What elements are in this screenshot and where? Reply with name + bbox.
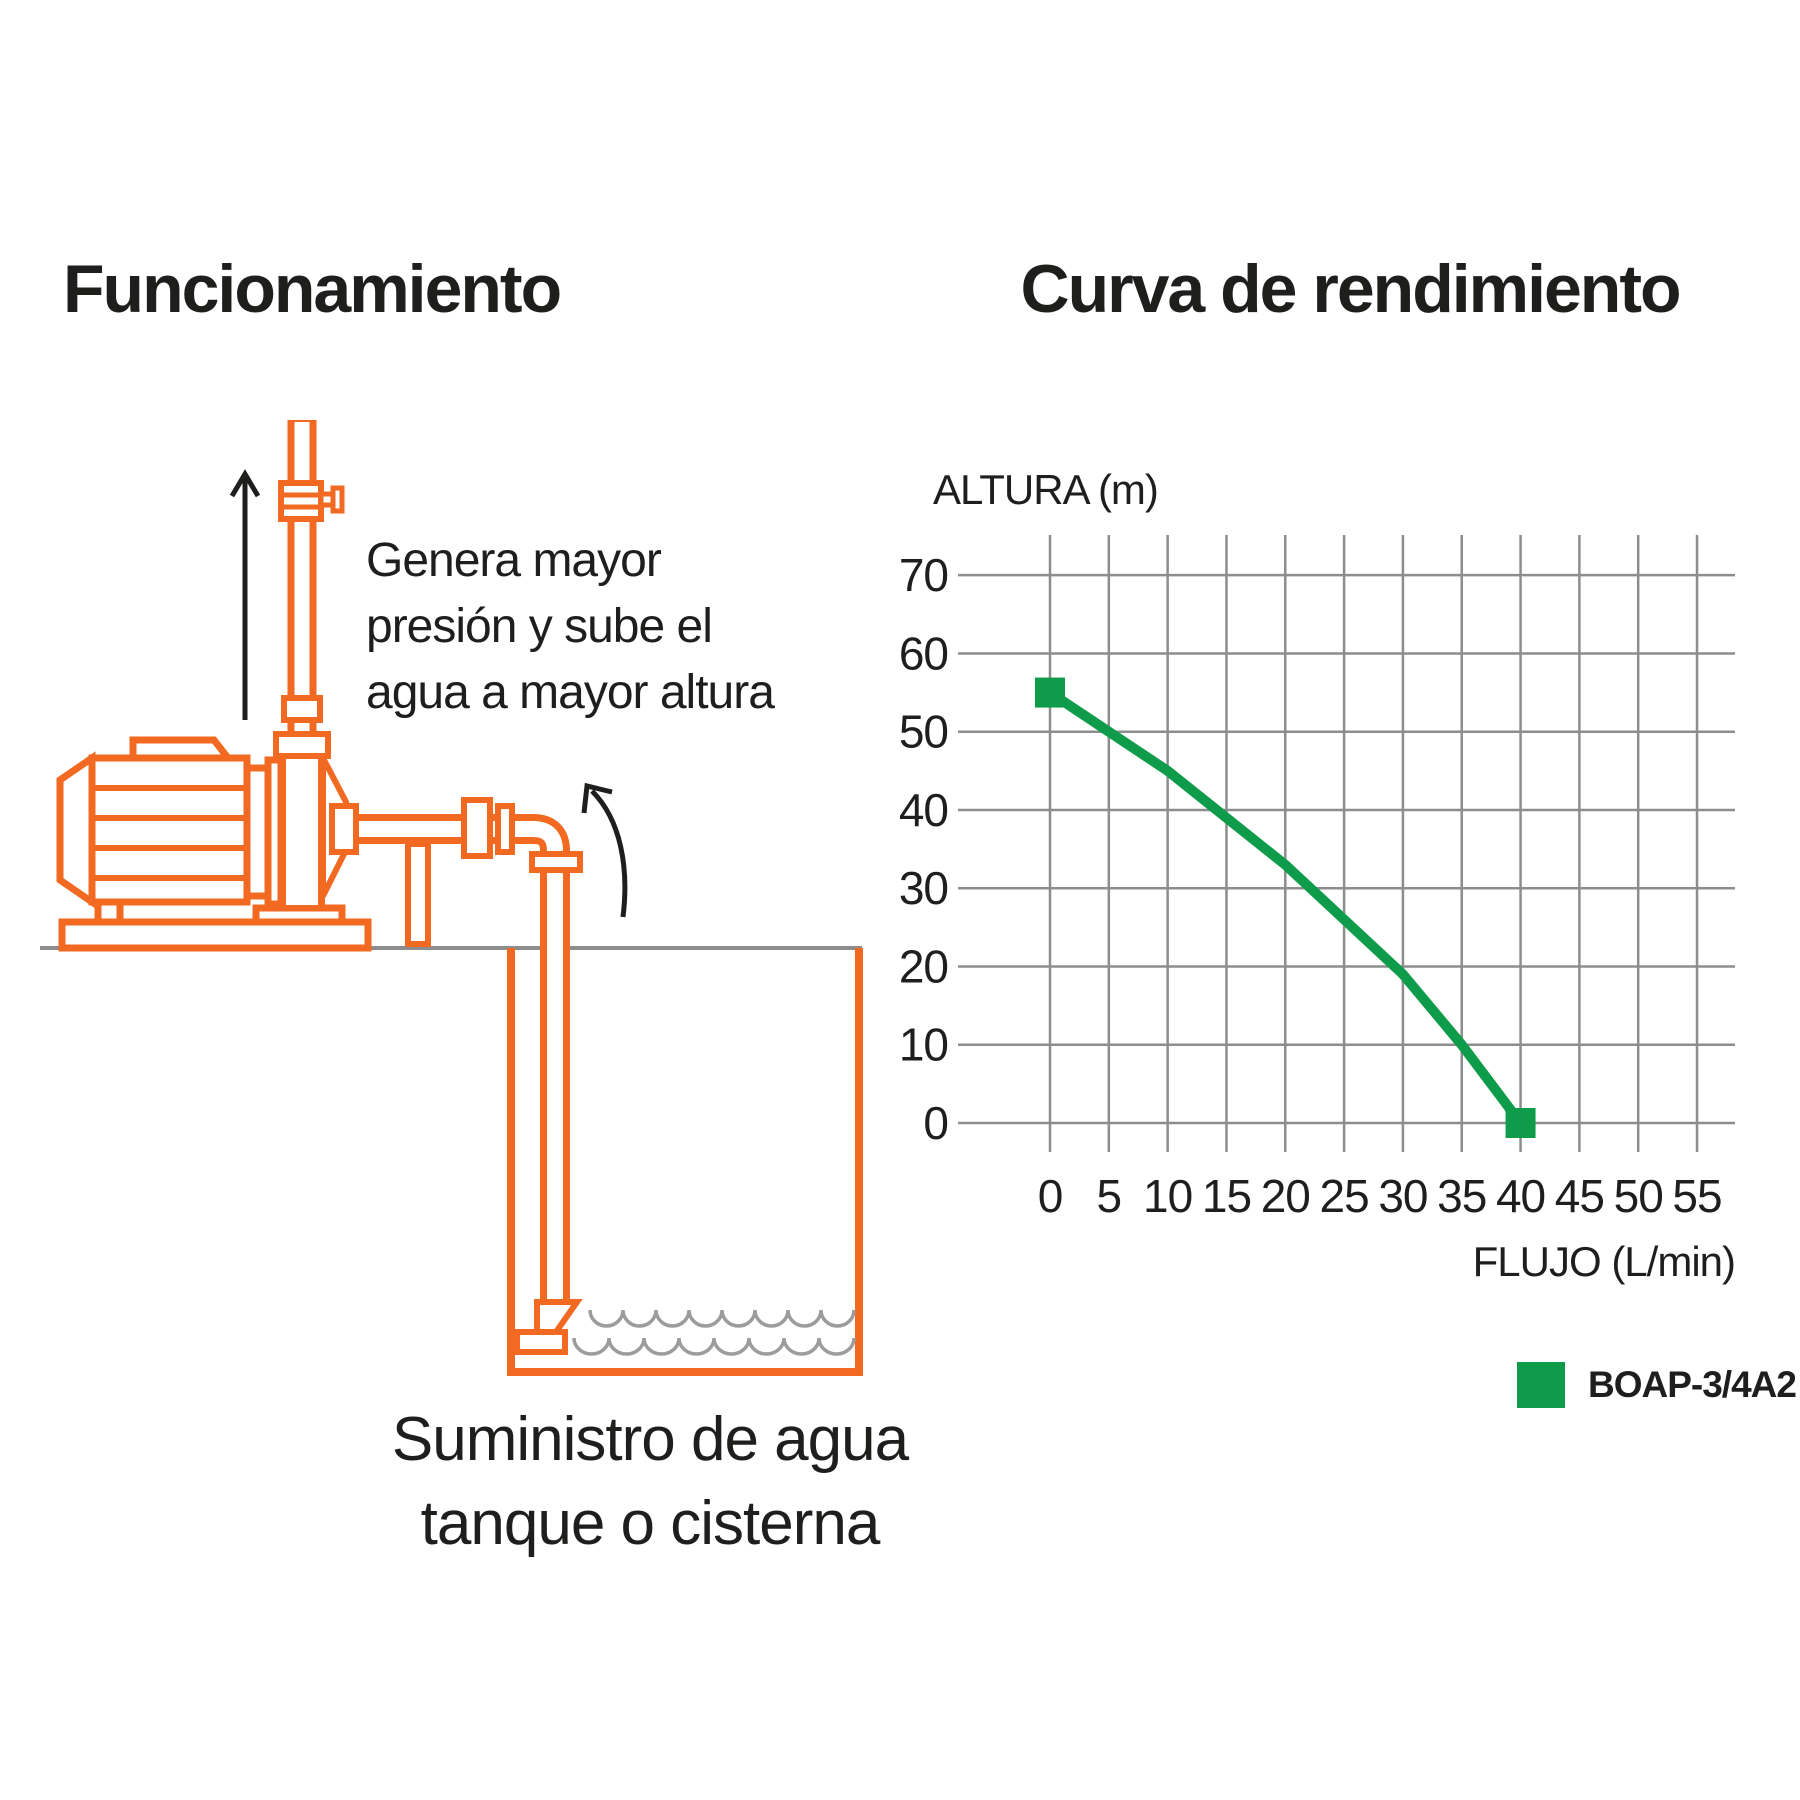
x-tick-label: 45 bbox=[1555, 1170, 1604, 1222]
x-axis-title: FLUJO (L/min) bbox=[1472, 1238, 1736, 1285]
tank-caption-line2: tanque o cisterna bbox=[420, 1489, 881, 1558]
chart-title: Curva de rendimiento bbox=[1020, 251, 1681, 327]
pump-motor bbox=[56, 736, 372, 952]
discharge-pipe-assembly bbox=[273, 420, 345, 905]
x-tick-label: 5 bbox=[1097, 1170, 1122, 1222]
x-tick-label: 15 bbox=[1202, 1170, 1251, 1222]
water-waves-icon bbox=[572, 1309, 856, 1356]
chart-legend: BOAP-3/4A2 bbox=[1517, 1362, 1797, 1408]
intake-arrow-icon bbox=[581, 782, 628, 918]
pressure-annotation-line3: agua a mayor altura bbox=[366, 666, 775, 719]
tank-caption-line1: Suministro de agua bbox=[391, 1405, 909, 1474]
pressure-annotation-line2: presión y sube el bbox=[366, 600, 713, 653]
performance-curve bbox=[1045, 687, 1526, 1128]
y-tick-label: 50 bbox=[899, 706, 948, 758]
y-tick-label: 70 bbox=[899, 549, 948, 601]
x-tick-label: 10 bbox=[1143, 1170, 1192, 1222]
x-tick-label: 20 bbox=[1261, 1170, 1310, 1222]
x-tick-label: 50 bbox=[1614, 1170, 1663, 1222]
y-axis-title: ALTURA (m) bbox=[933, 466, 1159, 513]
pressure-annotation: Genera mayor presión y sube el agua a ma… bbox=[366, 528, 775, 726]
x-tick-label: 30 bbox=[1378, 1170, 1427, 1222]
tank-caption: Suministro de agua tanque o cisterna bbox=[320, 1398, 980, 1566]
pressure-annotation-line1: Genera mayor bbox=[366, 534, 662, 587]
left-section-title: Funcionamiento bbox=[63, 251, 562, 327]
curve-marker bbox=[1505, 1108, 1536, 1138]
water-tank bbox=[507, 948, 863, 1376]
y-tick-label: 60 bbox=[899, 627, 948, 679]
y-tick-label: 10 bbox=[899, 1019, 948, 1071]
up-arrow-icon bbox=[229, 469, 261, 720]
y-tick-label: 30 bbox=[899, 862, 948, 914]
y-tick-label: 40 bbox=[899, 784, 948, 836]
y-tick-label: 0 bbox=[923, 1097, 948, 1149]
legend-label: BOAP-3/4A2 bbox=[1588, 1364, 1797, 1405]
foot-valve bbox=[514, 1299, 583, 1355]
x-tick-label: 0 bbox=[1038, 1170, 1063, 1222]
curve-marker bbox=[1035, 677, 1065, 708]
y-tick-label: 20 bbox=[899, 940, 948, 992]
x-tick-label: 35 bbox=[1437, 1170, 1486, 1222]
x-tick-label: 25 bbox=[1320, 1170, 1369, 1222]
suction-pipe-assembly bbox=[329, 797, 583, 1302]
legend-swatch bbox=[1517, 1362, 1565, 1408]
x-tick-label: 55 bbox=[1672, 1170, 1721, 1222]
x-tick-label: 40 bbox=[1496, 1170, 1545, 1222]
